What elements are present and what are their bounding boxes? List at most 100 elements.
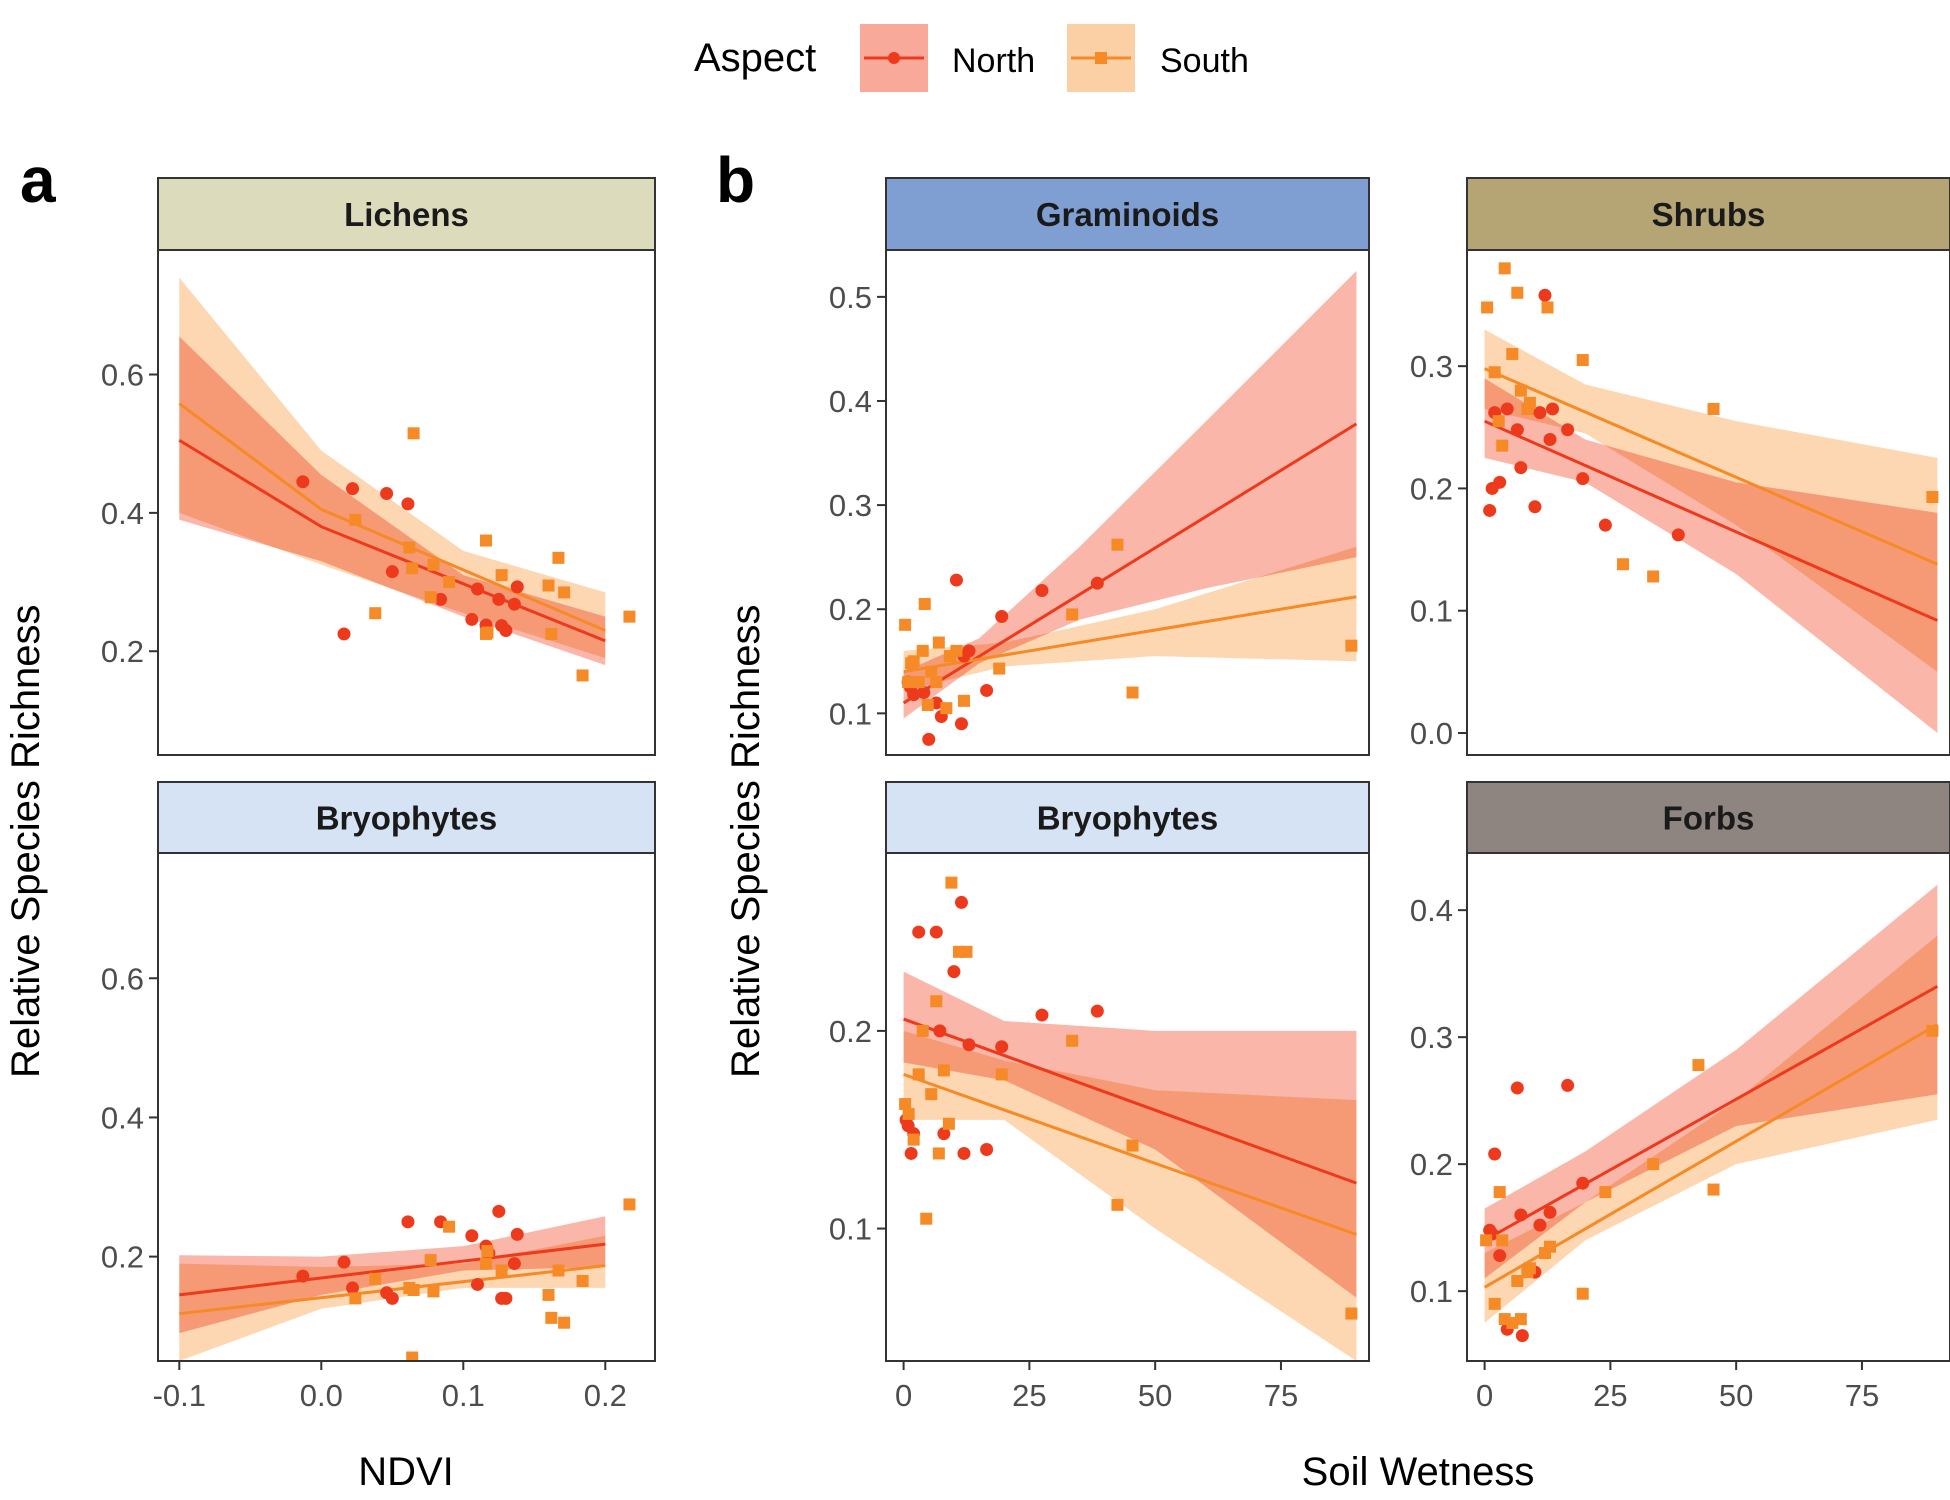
facet-strip [1466, 177, 1950, 251]
data-point-north [954, 717, 968, 731]
data-point-south [932, 636, 945, 649]
data-point-south [495, 1264, 508, 1277]
data-point-south [1488, 1297, 1501, 1310]
data-point-south [1647, 570, 1660, 583]
data-point-north [980, 683, 994, 697]
data-point-south [349, 1292, 362, 1305]
data-point-south [1493, 1186, 1506, 1199]
fit-line-south [178, 402, 606, 632]
confidence-band-south [1484, 329, 1938, 672]
y-tick-label: 0.4 [101, 1100, 144, 1135]
fit-line-north [179, 1242, 606, 1297]
data-point-north [1035, 583, 1049, 597]
data-point-south [443, 576, 456, 589]
data-point-south [925, 1088, 938, 1101]
y-tick-label: 0.6 [101, 358, 144, 393]
facet-strip [885, 781, 1370, 854]
data-point-south [1488, 366, 1501, 379]
data-point-south [993, 662, 1006, 675]
y-tick-label: 0.1 [829, 1212, 872, 1247]
plot-layer [179, 1198, 636, 1361]
data-point-north [947, 965, 961, 979]
data-point-north [385, 1291, 399, 1305]
y-tick-label: 0.6 [101, 961, 144, 996]
y-axis-label-b: Relative Species Richness [724, 604, 768, 1078]
x-tick-label: 0.2 [584, 1378, 627, 1413]
x-tick-label: 50 [1719, 1378, 1753, 1413]
data-point-north [507, 597, 521, 611]
facet-strip-title: Shrubs [1652, 196, 1766, 233]
panel-border [885, 852, 1370, 1362]
plot-layer [1480, 884, 1939, 1343]
data-point-north [296, 1269, 310, 1283]
y-tick-label: 0.5 [829, 280, 872, 315]
y-tick-label: 0.1 [1410, 1274, 1453, 1309]
data-point-north [510, 1227, 524, 1241]
data-point-south [937, 1064, 950, 1077]
data-point-south [960, 945, 973, 958]
data-point-south [925, 665, 938, 678]
data-point-north [337, 1255, 351, 1269]
data-point-south [558, 1316, 571, 1329]
data-point-north [346, 482, 360, 496]
confidence-band-north [1484, 884, 1938, 1279]
panel-4-shrubs: Shrubs 0.0 0.1 0.2 0.3 [1410, 177, 1950, 756]
plot-layer [1481, 262, 1939, 733]
x-tick-label: 25 [1012, 1378, 1046, 1413]
data-point-north [434, 592, 448, 606]
fit-line-south [903, 1072, 1357, 1236]
fit-line-north [903, 1017, 1357, 1185]
data-point-south [1692, 1059, 1705, 1072]
data-point-south [480, 534, 493, 547]
confidence-band-north [903, 270, 1357, 719]
confidence-band-south [1484, 935, 1938, 1323]
y-tick-label: 0.4 [101, 496, 144, 531]
data-point-north [949, 573, 963, 587]
x-tick-label: 50 [1138, 1378, 1172, 1413]
data-point-south [930, 676, 943, 689]
data-point-south [940, 702, 953, 715]
confidence-band-south [903, 546, 1357, 691]
data-point-south [576, 1274, 589, 1287]
panel-5-bryophytes: Bryophytes 0.1 0.2 0 25 50 75 [829, 781, 1370, 1413]
confidence-band-south [179, 277, 606, 659]
data-point-south [424, 1254, 437, 1267]
data-point-south [1541, 301, 1554, 314]
data-point-north [922, 732, 936, 746]
data-point-north [337, 627, 351, 641]
data-point-north [346, 1281, 360, 1295]
data-point-north [401, 1215, 415, 1229]
fit-line-north [902, 422, 1358, 705]
data-point-north [471, 1277, 484, 1291]
data-point-south [1599, 1186, 1612, 1199]
data-point-north [296, 475, 310, 489]
data-point-south [1126, 686, 1139, 699]
data-point-north [995, 1040, 1009, 1054]
legend-label-south: South [1160, 42, 1249, 80]
panel-border [157, 852, 656, 1362]
data-point-south [912, 1068, 925, 1081]
data-point-north [380, 487, 394, 501]
legend-key-south [1067, 24, 1135, 92]
data-point-north [954, 895, 968, 909]
plot-layer [899, 876, 1358, 1361]
data-point-south [921, 699, 934, 712]
data-point-north [904, 1146, 918, 1160]
data-point-south [1111, 1198, 1124, 1211]
data-point-south [912, 676, 925, 689]
panel-letter-b: b [716, 144, 756, 216]
data-point-north [1671, 528, 1685, 542]
x-tick-label: 0 [895, 1378, 912, 1413]
data-point-south [1926, 490, 1939, 503]
data-point-south [558, 586, 571, 599]
data-point-north [465, 612, 479, 626]
facet-strip [885, 177, 1370, 251]
data-point-south [481, 1245, 494, 1258]
data-point-north [1090, 576, 1104, 590]
y-tick-label: 0.1 [1410, 594, 1453, 629]
data-point-north [510, 580, 524, 594]
data-point-south [576, 669, 589, 682]
y-tick-label: 0.0 [1410, 716, 1453, 751]
data-point-south [481, 626, 494, 639]
facet-strip-title: Bryophytes [316, 800, 498, 837]
